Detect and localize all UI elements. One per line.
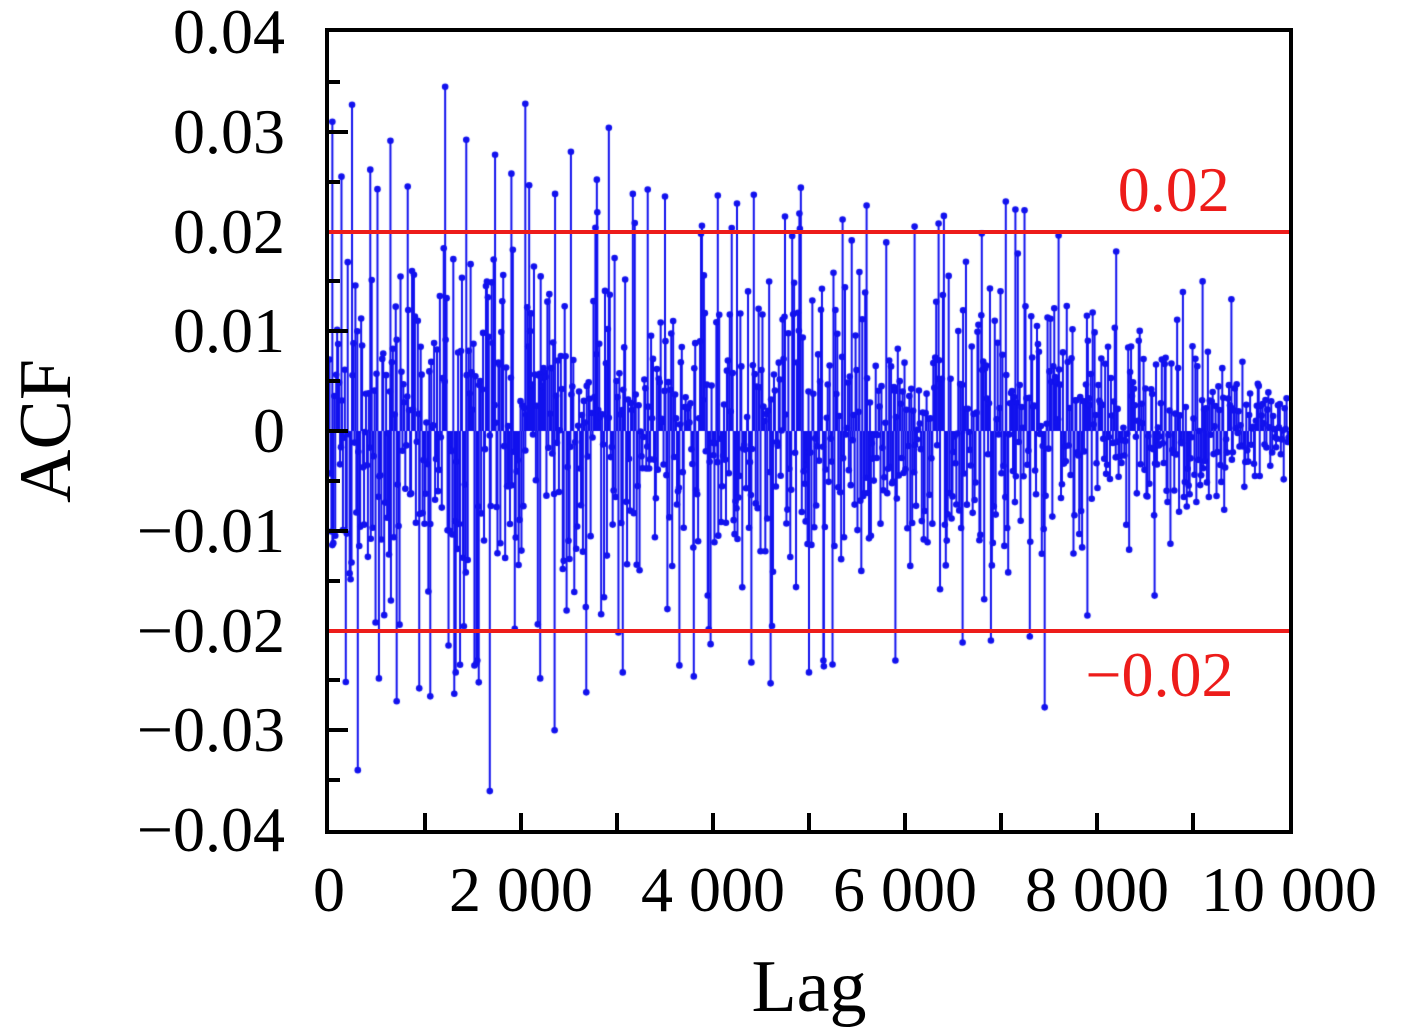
x-axis-title: Lag	[751, 946, 867, 1028]
x-tick	[1095, 813, 1099, 830]
y-major-tick	[329, 129, 348, 134]
y-tick-label: −0.02	[136, 594, 285, 666]
x-tick-label: 6 000	[833, 854, 977, 925]
y-major-tick	[329, 528, 348, 533]
upper-confidence-label: 0.02	[1117, 153, 1230, 225]
x-tick	[519, 813, 523, 830]
y-minor-tick	[329, 578, 340, 583]
y-major-tick	[329, 429, 348, 433]
x-tick	[423, 813, 427, 830]
y-tick-label: −0.01	[136, 494, 285, 566]
y-major-tick	[329, 728, 348, 733]
x-tick	[711, 813, 715, 830]
y-tick-label: 0.01	[173, 295, 285, 367]
x-tick	[999, 813, 1003, 830]
acf-stem-series	[329, 32, 1289, 830]
y-tick-label: 0.03	[173, 95, 285, 167]
x-tick	[615, 813, 619, 830]
y-tick-label: −0.04	[136, 794, 285, 865]
plot-area: 0.02 −0.02	[325, 28, 1293, 834]
x-tick-label: 8 000	[1025, 854, 1169, 925]
y-minor-tick	[329, 179, 340, 184]
lower-confidence-line	[329, 628, 1289, 633]
y-minor-tick	[329, 279, 340, 284]
x-tick-label: 4 000	[641, 854, 785, 925]
x-tick-label: 0	[313, 854, 345, 925]
x-tick-label: 10 000	[1201, 854, 1377, 925]
x-tick-label: 2 000	[449, 854, 593, 925]
y-tick-label: 0.02	[173, 195, 285, 267]
y-minor-tick	[329, 79, 340, 84]
y-tick-label: 0.04	[173, 0, 285, 67]
y-tick-label: 0	[253, 395, 285, 466]
x-tick	[807, 813, 811, 830]
y-tick-label: −0.03	[136, 694, 285, 766]
y-minor-tick	[329, 379, 340, 384]
lower-confidence-label: −0.02	[1085, 638, 1234, 710]
y-minor-tick	[329, 778, 340, 783]
y-minor-tick	[329, 678, 340, 683]
y-minor-tick	[329, 478, 340, 483]
x-tick	[903, 813, 907, 830]
upper-confidence-line	[329, 229, 1289, 234]
y-major-tick	[329, 329, 348, 334]
x-tick	[1191, 813, 1195, 830]
